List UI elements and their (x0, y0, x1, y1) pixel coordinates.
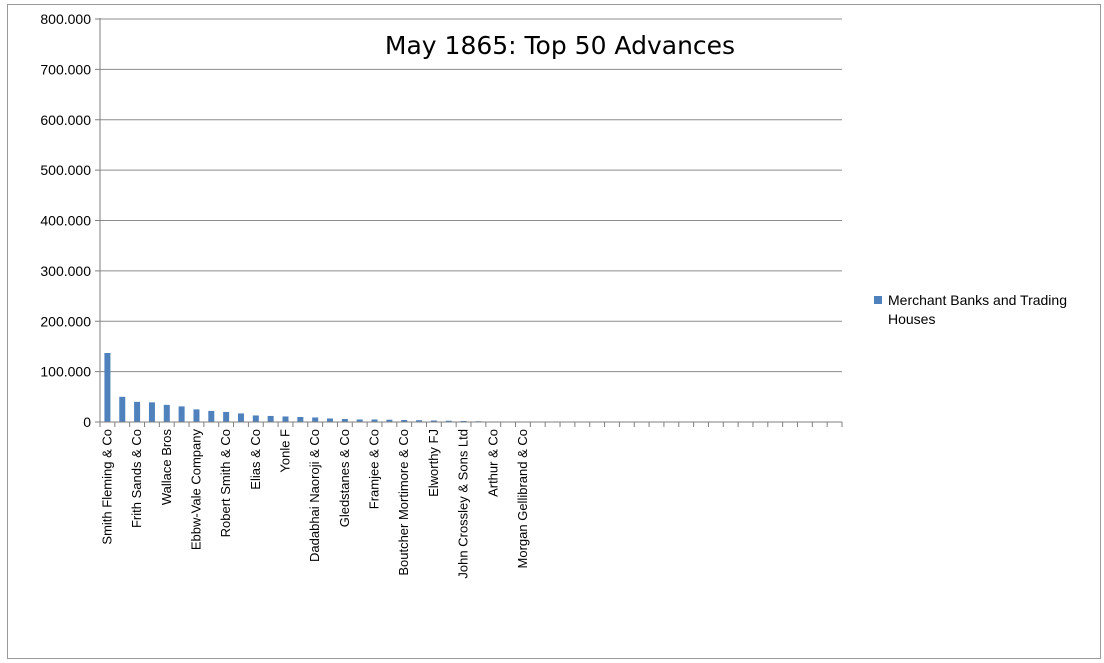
x-category-label: Smith Fleming & Co (99, 429, 114, 545)
x-category-label: Boutcher Mortimore & Co (396, 429, 411, 576)
bar (163, 404, 170, 422)
bar (178, 406, 185, 422)
x-category-label: Framjee & Co (367, 429, 382, 509)
bar (460, 420, 467, 422)
bar (312, 417, 319, 422)
x-category-label: John Crossley & Sons Ltd (456, 429, 471, 579)
bar (386, 419, 393, 422)
x-category-label: Morgan Gellibrand & Co (515, 429, 530, 568)
bar (267, 415, 274, 422)
y-tick-label: 800.000 (40, 11, 91, 27)
bar (252, 415, 259, 422)
bar (282, 416, 289, 422)
x-category-label: Frith Sands & Co (129, 429, 144, 528)
bar (237, 413, 244, 422)
chart-frame (7, 4, 1101, 659)
x-category-label: Arthur & Co (485, 429, 500, 497)
x-axis-category-labels: Smith Fleming & Co Frith Sands & Co Wallac… (99, 429, 530, 579)
bar (119, 396, 126, 422)
y-tick-label: 300.000 (40, 263, 91, 279)
bar (148, 402, 155, 422)
legend-swatch (874, 296, 882, 304)
y-tick-label: 200.000 (40, 313, 91, 329)
bar (445, 420, 452, 422)
x-category-label: Dadabhai Naoroji & Co (307, 429, 322, 562)
bar (208, 410, 215, 422)
x-category-label: Yonle F (278, 429, 293, 473)
bars (104, 352, 838, 422)
x-category-label: Elworthy FJ (426, 429, 441, 497)
bar (341, 418, 348, 422)
bar (193, 409, 200, 422)
bar (327, 418, 334, 422)
chart-title: May 1865: Top 50 Advances (385, 31, 735, 60)
legend-label: Merchant Banks and Trading Houses (888, 292, 1067, 327)
x-category-label: Wallace Bros (159, 429, 174, 506)
bar (430, 420, 437, 422)
bar (297, 416, 304, 422)
y-axis-tick-labels: 0 100.000 200.000 300.000 400.000 500.000 600.… (40, 11, 91, 430)
bar (104, 352, 111, 422)
bar (401, 419, 408, 422)
axes (95, 18, 843, 427)
y-tick-label: 400.000 (40, 213, 91, 229)
x-category-label: Ebbw-Vale Company (188, 429, 203, 551)
x-category-label: Gledstanes & Co (337, 429, 352, 527)
bar (356, 419, 363, 422)
x-category-label: Robert Smith & Co (218, 429, 233, 537)
bar (416, 420, 423, 422)
y-tick-label: 0 (83, 414, 91, 430)
y-tick-label: 100.000 (40, 364, 91, 380)
y-tick-label: 600.000 (40, 112, 91, 128)
bar (371, 419, 378, 422)
legend: Merchant Banks and Trading Houses (874, 292, 1067, 327)
bar (134, 401, 141, 422)
bar (223, 411, 230, 422)
gridlines (100, 18, 842, 373)
x-category-label: Elias & Co (248, 429, 263, 490)
y-tick-label: 500.000 (40, 162, 91, 178)
y-tick-label: 700.000 (40, 61, 91, 77)
